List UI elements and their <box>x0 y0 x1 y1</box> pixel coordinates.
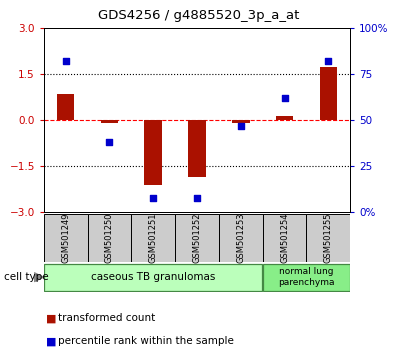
Point <box>194 195 200 200</box>
Text: percentile rank within the sample: percentile rank within the sample <box>58 336 234 346</box>
Text: cell type: cell type <box>4 272 49 282</box>
Bar <box>44 214 88 262</box>
Text: ■: ■ <box>46 313 56 323</box>
Bar <box>144 120 162 185</box>
Text: GSM501250: GSM501250 <box>105 213 114 263</box>
Bar <box>101 120 118 123</box>
Text: caseous TB granulomas: caseous TB granulomas <box>91 272 215 282</box>
Text: normal lung
parenchyma: normal lung parenchyma <box>278 268 335 287</box>
Bar <box>88 214 131 262</box>
Text: GDS4256 / g4885520_3p_a_at: GDS4256 / g4885520_3p_a_at <box>98 9 300 22</box>
Text: GSM501251: GSM501251 <box>149 213 158 263</box>
Point <box>281 96 288 101</box>
Bar <box>57 94 74 120</box>
Point <box>238 123 244 129</box>
Bar <box>306 214 350 262</box>
Text: ■: ■ <box>46 336 56 346</box>
Bar <box>219 214 263 262</box>
Bar <box>263 214 306 262</box>
Bar <box>44 264 262 291</box>
Text: GSM501255: GSM501255 <box>324 213 333 263</box>
Text: GSM501253: GSM501253 <box>236 213 245 263</box>
Point <box>106 139 113 145</box>
Bar <box>263 264 350 291</box>
Bar <box>232 120 250 123</box>
Bar <box>175 214 219 262</box>
Point <box>150 195 156 200</box>
Text: GSM501249: GSM501249 <box>61 213 70 263</box>
Bar <box>131 214 175 262</box>
Point <box>325 59 332 64</box>
Bar <box>276 116 293 120</box>
Text: GSM501254: GSM501254 <box>280 213 289 263</box>
Polygon shape <box>34 273 43 282</box>
Text: transformed count: transformed count <box>58 313 155 323</box>
Bar <box>188 120 206 177</box>
Point <box>62 59 69 64</box>
Bar <box>320 67 337 120</box>
Text: GSM501252: GSM501252 <box>193 213 201 263</box>
